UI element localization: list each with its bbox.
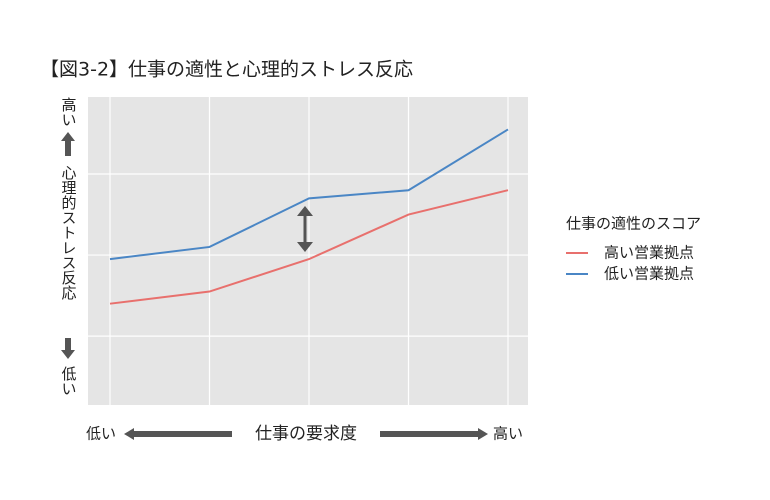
- lines: [109, 128, 509, 305]
- chart-title: 【図3-2】仕事の適性と心理的ストレス反応: [40, 59, 413, 81]
- y-label-high: 高い: [60, 97, 78, 127]
- x-label: 仕事の要求度: [255, 424, 357, 444]
- legend-title: 仕事の適性のスコア: [566, 215, 701, 233]
- up-arrow: [61, 132, 75, 156]
- left-arrow: [124, 428, 232, 440]
- y-label: 心理的ストレス反応: [60, 165, 78, 301]
- series-line: [109, 128, 509, 261]
- plot-panel: [88, 97, 528, 405]
- x-label-low: 低い: [86, 425, 116, 443]
- gap-arrow: [297, 206, 313, 252]
- down-arrow: [61, 338, 75, 359]
- right-arrow: [380, 428, 488, 440]
- series-line: [109, 189, 509, 305]
- legend-label: 高い営業拠点: [604, 244, 694, 262]
- grid: [88, 97, 528, 405]
- legend-label: 低い営業拠点: [604, 265, 694, 283]
- x-label-high: 高い: [493, 425, 523, 443]
- y-label-low: 低い: [60, 366, 78, 396]
